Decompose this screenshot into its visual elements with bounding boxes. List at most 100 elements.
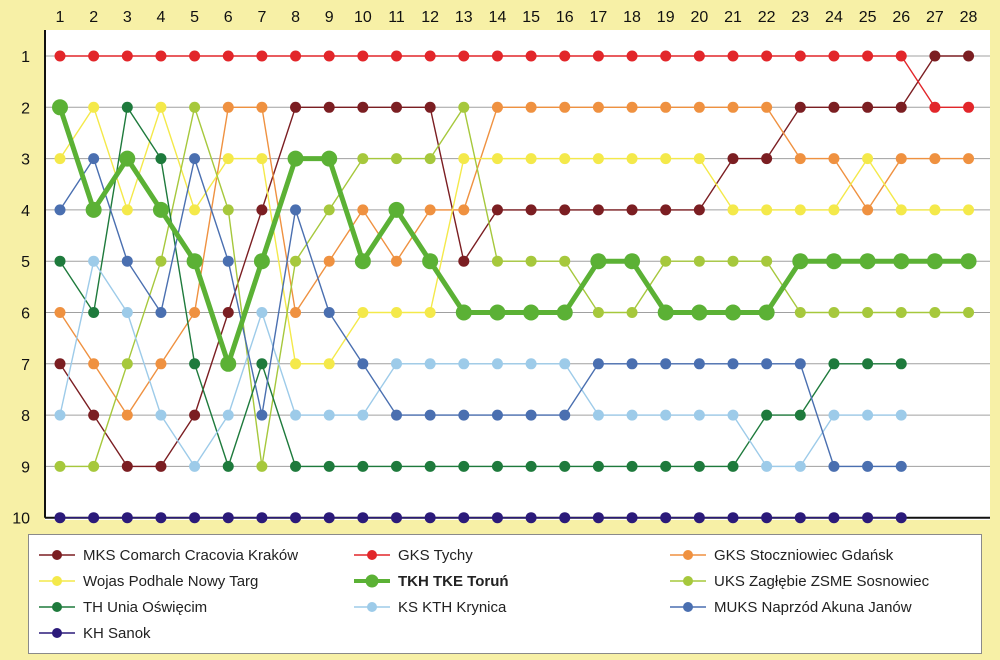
data-point-gks-tychy <box>828 50 840 62</box>
data-point-th-unia-os-wie-cim <box>559 460 571 472</box>
legend-label: KS KTH Krynica <box>398 598 507 616</box>
legend-label: Wojas Podhale Nowy Targ <box>83 572 259 590</box>
data-point-gks-stoczniowiec-gdan-sk <box>155 358 167 370</box>
data-point-muks-naprzo-d-akuna-jano-w <box>290 204 302 216</box>
data-point-wojas-podhale-nowy-targ <box>458 153 470 165</box>
data-point-uks-zag-e-bie-zsme-sosnowiec <box>727 255 739 267</box>
x-tick-label: 4 <box>156 9 165 26</box>
data-point-muks-naprzo-d-akuna-jano-w <box>323 307 335 318</box>
data-point-uks-zag-e-bie-zsme-sosnowiec <box>323 204 335 216</box>
data-point-wojas-podhale-nowy-targ <box>626 153 638 165</box>
legend-label: TH Unia Oświęcim <box>83 598 208 616</box>
data-point-gks-stoczniowiec-gdan-sk <box>559 101 571 113</box>
data-point-muks-naprzo-d-akuna-jano-w <box>895 460 907 472</box>
x-tick-label: 24 <box>825 9 843 26</box>
data-point-gks-stoczniowiec-gdan-sk <box>693 101 705 113</box>
data-point-ks-kth-krynica <box>323 409 335 421</box>
data-point-tkh-tke-torun <box>523 304 540 321</box>
legend-item: UKS Zagłębie ZSME Sosnowiec <box>670 569 929 593</box>
data-point-th-unia-os-wie-cim <box>660 460 672 472</box>
data-point-th-unia-os-wie-cim <box>862 358 874 370</box>
data-point-mks-comarch-cracovia-krako-w <box>256 204 268 216</box>
data-point-wojas-podhale-nowy-targ <box>794 204 806 216</box>
data-point-muks-naprzo-d-akuna-jano-w <box>88 153 100 165</box>
legend-item: Wojas Podhale Nowy Targ <box>39 569 258 593</box>
legend-item: KH Sanok <box>39 621 151 645</box>
data-point-mks-comarch-cracovia-krako-w <box>458 255 470 267</box>
data-point-kh-sanok <box>525 512 537 524</box>
data-point-mks-comarch-cracovia-krako-w <box>862 101 874 113</box>
data-point-kh-sanok <box>88 512 100 524</box>
data-point-tkh-tke-torun <box>725 304 741 321</box>
data-point-wojas-podhale-nowy-targ <box>559 153 571 165</box>
data-point-kh-sanok <box>222 512 234 524</box>
data-point-th-unia-os-wie-cim <box>155 153 167 165</box>
data-point-uks-zag-e-bie-zsme-sosnowiec <box>121 358 133 370</box>
x-tick-label: 7 <box>257 9 266 26</box>
x-axis-tick-labels: 1 2 3 4 5 6 7 8 9 10 11 12 13 14 15 16 17 18 19 20 21 22 23 24 2… <box>56 9 978 26</box>
data-point-th-unia-os-wie-cim <box>458 460 470 472</box>
x-tick-label: 16 <box>556 9 574 26</box>
data-point-tkh-tke-torun <box>388 201 405 218</box>
data-point-mks-comarch-cracovia-krako-w <box>727 153 739 165</box>
data-point-tkh-tke-torun <box>926 253 943 270</box>
series-points <box>52 50 977 524</box>
data-point-gks-stoczniowiec-gdan-sk <box>222 101 234 113</box>
x-tick-label: 1 <box>56 9 65 26</box>
y-tick-label: 5 <box>21 254 30 271</box>
data-point-th-unia-os-wie-cim <box>222 460 234 472</box>
line-chart: 1 2 3 4 5 6 7 8 9 10 11 12 13 14 15 16 17 18 19 20 21 22 23 24 2… <box>12 9 990 528</box>
data-point-th-unia-os-wie-cim <box>290 460 302 472</box>
y-tick-label: 6 <box>21 306 30 323</box>
data-point-gks-tychy <box>592 50 604 62</box>
legend-swatch <box>670 602 706 612</box>
data-point-muks-naprzo-d-akuna-jano-w <box>357 358 369 370</box>
data-point-th-unia-os-wie-cim <box>592 460 604 472</box>
data-point-mks-comarch-cracovia-krako-w <box>155 460 167 472</box>
data-point-kh-sanok <box>323 512 335 524</box>
data-point-muks-naprzo-d-akuna-jano-w <box>391 409 402 421</box>
data-point-wojas-podhale-nowy-targ <box>54 153 66 165</box>
data-point-tkh-tke-torun <box>859 253 876 270</box>
data-point-gks-tychy <box>727 50 739 62</box>
data-point-ks-kth-krynica <box>660 409 672 421</box>
data-point-th-unia-os-wie-cim <box>189 358 201 370</box>
data-point-kh-sanok <box>256 512 268 524</box>
y-tick-label: 10 <box>12 511 30 528</box>
data-point-gks-stoczniowiec-gdan-sk <box>794 153 806 165</box>
data-point-gks-tychy <box>626 50 638 62</box>
data-point-uks-zag-e-bie-zsme-sosnowiec <box>222 204 234 216</box>
series-lines <box>57 55 969 519</box>
legend-swatch <box>670 550 706 560</box>
data-point-gks-tychy <box>323 50 335 62</box>
data-point-gks-stoczniowiec-gdan-sk <box>963 153 975 165</box>
x-tick-label: 17 <box>590 9 608 26</box>
data-point-th-unia-os-wie-cim <box>323 460 335 472</box>
data-point-ks-kth-krynica <box>626 409 638 421</box>
data-point-uks-zag-e-bie-zsme-sosnowiec <box>895 307 907 318</box>
legend-swatch <box>354 602 390 612</box>
data-point-ks-kth-krynica <box>491 358 503 370</box>
data-point-muks-naprzo-d-akuna-jano-w <box>54 204 66 216</box>
data-point-muks-naprzo-d-akuna-jano-w <box>727 358 739 370</box>
data-point-tkh-tke-torun <box>758 304 775 321</box>
data-point-ks-kth-krynica <box>222 409 234 421</box>
legend-label: MUKS Naprzód Akuna Janów <box>714 598 912 616</box>
data-point-gks-tychy <box>88 50 100 62</box>
data-point-muks-naprzo-d-akuna-jano-w <box>424 409 436 421</box>
legend-label: UKS Zagłębie ZSME Sosnowiec <box>714 572 930 590</box>
data-point-wojas-podhale-nowy-targ <box>121 204 133 216</box>
data-point-wojas-podhale-nowy-targ <box>592 153 604 165</box>
data-point-muks-naprzo-d-akuna-jano-w <box>660 358 672 370</box>
data-point-wojas-podhale-nowy-targ <box>323 358 335 370</box>
x-tick-label: 18 <box>623 9 641 26</box>
data-point-th-unia-os-wie-cim <box>761 409 773 421</box>
data-point-muks-naprzo-d-akuna-jano-w <box>189 153 201 165</box>
data-point-ks-kth-krynica <box>88 255 100 267</box>
data-point-gks-stoczniowiec-gdan-sk <box>761 101 773 113</box>
data-point-gks-tychy <box>121 50 133 62</box>
data-point-ks-kth-krynica <box>290 409 302 421</box>
data-point-uks-zag-e-bie-zsme-sosnowiec <box>693 255 705 267</box>
data-point-th-unia-os-wie-cim <box>256 358 268 370</box>
